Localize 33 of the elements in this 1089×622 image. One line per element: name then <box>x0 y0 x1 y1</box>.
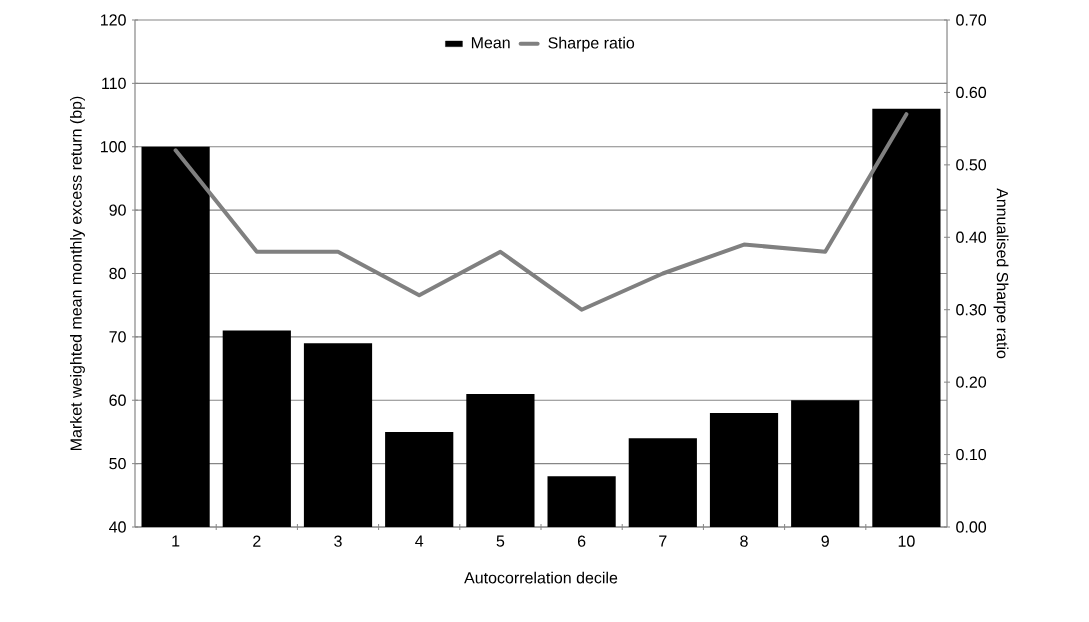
x-tick-label: 6 <box>577 535 586 547</box>
x-tick-label: 5 <box>496 535 505 547</box>
x-tick-label: 9 <box>821 535 829 547</box>
y-tick-label: 70 <box>109 331 126 343</box>
x-axis-title: Autocorrelation decile <box>464 571 618 584</box>
x-tick-label: 7 <box>659 535 667 547</box>
x-tick-label: 10 <box>898 535 915 547</box>
y-tick-label: 100 <box>100 141 126 153</box>
x-tick-label: 8 <box>740 535 748 547</box>
y2-tick-label: 0.20 <box>956 376 987 388</box>
y2-tick-label: 0.30 <box>956 304 987 316</box>
y-tick-label: 50 <box>109 457 126 470</box>
x-tick-label: 4 <box>415 535 424 547</box>
x-tick-label: 1 <box>172 535 180 547</box>
y-tick-label: 110 <box>102 77 126 90</box>
y2-tick-label: 0.10 <box>956 448 987 461</box>
legend-label: Mean <box>471 37 510 49</box>
x-tick-label: 2 <box>253 535 261 547</box>
y2-tick-label: 0.40 <box>956 231 987 243</box>
y-tick-label: 40 <box>109 521 126 533</box>
y-axis-title: Market weighted mean monthly excess return (bp) <box>69 96 85 451</box>
y2-tick-label: 0.50 <box>956 159 987 171</box>
y-tick-label: 90 <box>109 204 126 216</box>
x-tick-label: 3 <box>334 535 342 547</box>
y-tick-label: 80 <box>109 267 126 280</box>
legend-label: Sharpe ratio <box>548 36 635 52</box>
y-tick-label: 120 <box>100 14 126 26</box>
y-tick-label: 60 <box>109 394 126 406</box>
y2-tick-label: 0.00 <box>956 521 987 533</box>
y2-tick-label: 0.60 <box>956 86 987 99</box>
y2-tick-label: 0.70 <box>956 14 987 26</box>
y2-axis-title: Annualised Sharpe ratio <box>993 188 1009 359</box>
line-series <box>173 112 909 312</box>
